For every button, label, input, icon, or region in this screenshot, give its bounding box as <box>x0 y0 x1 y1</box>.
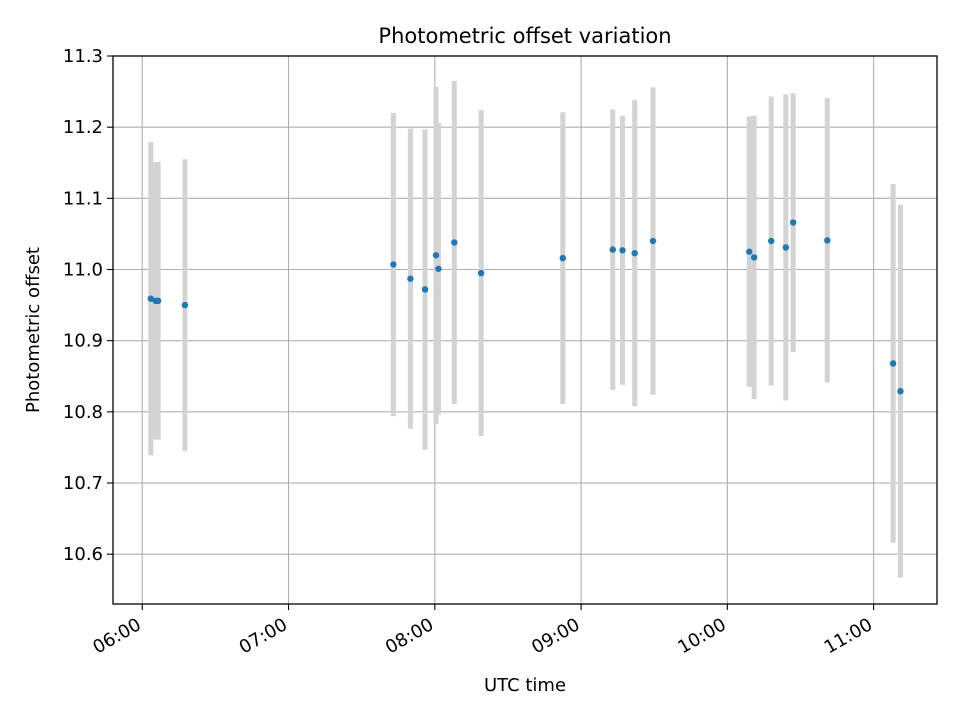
data-point <box>746 248 753 255</box>
data-point <box>631 249 638 257</box>
chart-title: Photometric offset variation <box>378 24 671 48</box>
data-point <box>824 237 831 244</box>
data-point <box>154 297 162 305</box>
data-point <box>477 269 485 277</box>
plot-frame <box>112 55 938 605</box>
y-tick-label: 10.7 <box>63 473 103 494</box>
y-tick-label: 11.0 <box>63 260 103 281</box>
y-tick-label: 10.8 <box>63 402 103 423</box>
y-tick-label: 11.3 <box>63 46 103 67</box>
data-point <box>421 286 429 293</box>
data-point <box>559 254 566 262</box>
y-axis-label: Photometric offset <box>23 247 44 413</box>
y-tick-label: 10.9 <box>63 331 103 352</box>
data-point <box>147 295 154 302</box>
y-axis-ticks: 10.6 10.7 10.8 10.9 11.0 11.1 11.2 11.3 <box>63 46 113 565</box>
data-point <box>889 360 897 367</box>
y-tick-label: 11.2 <box>63 117 103 138</box>
data-point <box>897 388 904 395</box>
data-point <box>782 244 790 251</box>
data-point <box>750 254 758 261</box>
data-points <box>147 219 904 395</box>
data-point <box>619 247 626 254</box>
data-point <box>768 237 775 245</box>
data-point <box>609 246 616 253</box>
data-point <box>649 237 657 245</box>
x-axis-label: UTC time <box>484 675 566 696</box>
data-point <box>789 219 797 226</box>
data-point <box>451 239 458 246</box>
data-point <box>390 261 397 268</box>
data-point <box>432 252 440 259</box>
y-tick-label: 11.1 <box>63 188 103 209</box>
data-point <box>407 275 414 282</box>
data-point <box>181 301 189 309</box>
y-tick-label: 10.6 <box>63 544 103 565</box>
data-point <box>435 265 442 272</box>
